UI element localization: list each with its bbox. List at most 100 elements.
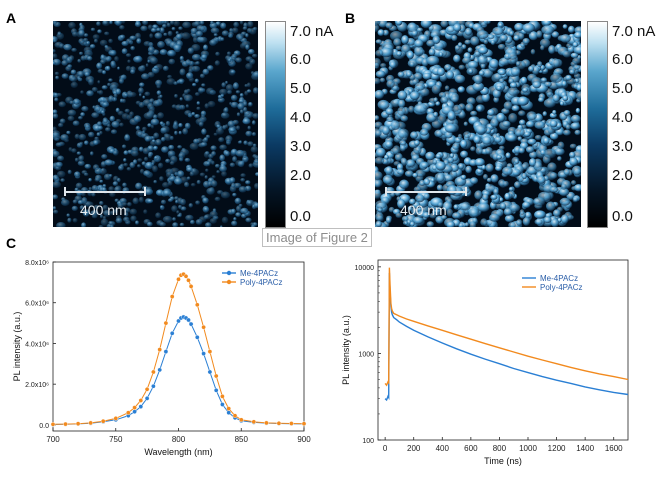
afm-grain bbox=[166, 171, 173, 179]
afm-grain bbox=[432, 35, 441, 44]
afm-grain bbox=[156, 27, 161, 32]
afm-grain bbox=[135, 182, 143, 190]
afm-grain bbox=[385, 216, 392, 224]
afm-grain bbox=[127, 202, 132, 207]
panel-d-legend-label: Me-4PACz bbox=[540, 274, 578, 283]
afm-grain bbox=[113, 93, 118, 99]
image-caption-tooltip: Image of Figure 2 bbox=[262, 228, 372, 247]
afm-grain bbox=[569, 151, 576, 158]
afm-grain bbox=[215, 128, 224, 135]
afm-grain bbox=[200, 114, 206, 119]
afm-grain bbox=[147, 71, 155, 78]
afm-grain bbox=[464, 27, 472, 36]
afm-grain bbox=[179, 222, 185, 227]
afm-grain bbox=[250, 224, 256, 227]
panel-d-plot-frame bbox=[377, 259, 629, 441]
afm-grain bbox=[550, 132, 559, 140]
panel-c-series-me-4pacz-point bbox=[132, 409, 137, 415]
afm-grain bbox=[115, 107, 120, 113]
panel-c-series-poly-4pacz-point bbox=[163, 320, 169, 326]
afm-grain bbox=[467, 47, 473, 53]
afm-grain bbox=[79, 24, 85, 31]
afm-grain bbox=[457, 42, 463, 48]
afm-grain bbox=[235, 90, 241, 94]
afm-grain bbox=[397, 90, 408, 101]
afm-grain bbox=[476, 105, 483, 112]
afm-grain bbox=[420, 128, 429, 136]
afm-grain bbox=[77, 160, 85, 166]
afm-grain bbox=[534, 134, 542, 141]
colorbar-b-tick-6: 0.0 bbox=[612, 208, 633, 225]
afm-grain bbox=[99, 39, 108, 47]
afm-grain bbox=[231, 53, 238, 59]
afm-grain bbox=[124, 93, 128, 97]
afm-grain bbox=[206, 187, 215, 195]
afm-grain bbox=[196, 106, 201, 111]
afm-grain bbox=[557, 141, 565, 150]
afm-grain bbox=[78, 133, 87, 141]
afm-grain bbox=[499, 34, 508, 42]
afm-grain bbox=[110, 129, 118, 135]
panel-c-y-tick-label: 4.0x10⁶ bbox=[25, 341, 49, 348]
afm-grain bbox=[253, 202, 258, 209]
afm-grain bbox=[406, 159, 416, 168]
panel-c-series-me-4pacz-point bbox=[163, 349, 169, 354]
afm-grain bbox=[490, 194, 498, 200]
panel-d-y-tick-label: 1000 bbox=[358, 351, 374, 358]
afm-grain bbox=[553, 209, 561, 217]
afm-grain bbox=[436, 67, 445, 76]
afm-grain bbox=[219, 154, 225, 162]
afm-grain bbox=[201, 54, 208, 60]
afm-grain bbox=[375, 200, 387, 209]
afm-grain bbox=[231, 182, 236, 188]
afm-grain bbox=[200, 141, 208, 147]
afm-grain bbox=[141, 73, 150, 80]
afm-grain bbox=[153, 180, 157, 184]
afm-grain bbox=[517, 136, 523, 142]
afm-grain bbox=[518, 32, 525, 40]
panel-c-series-poly-4pacz-point bbox=[238, 417, 244, 423]
afm-grain bbox=[527, 138, 537, 145]
afm-grain bbox=[576, 83, 581, 92]
panel-c-series-me-4pacz-point bbox=[207, 369, 213, 375]
afm-grain bbox=[121, 21, 126, 24]
afm-grain bbox=[55, 75, 59, 80]
afm-grain bbox=[209, 39, 217, 46]
afm-grain bbox=[221, 171, 227, 177]
afm-grain bbox=[186, 167, 194, 172]
afm-grain bbox=[386, 79, 395, 88]
panel-c-series-poly-4pacz-point bbox=[50, 421, 56, 427]
afm-grain bbox=[165, 158, 171, 164]
afm-grain bbox=[426, 55, 440, 66]
afm-grain bbox=[184, 157, 191, 163]
afm-grain bbox=[478, 46, 489, 55]
afm-grain bbox=[251, 53, 258, 58]
panel-c-series-poly-4pacz-point bbox=[151, 369, 156, 375]
afm-grain bbox=[96, 21, 101, 26]
afm-grain bbox=[216, 170, 220, 174]
afm-grain bbox=[124, 207, 131, 213]
afm-grain bbox=[435, 153, 442, 159]
afm-grain bbox=[465, 103, 474, 112]
afm-grain bbox=[53, 209, 59, 214]
afm-grain bbox=[119, 25, 125, 30]
afm-grain bbox=[553, 68, 564, 76]
afm-grain bbox=[229, 127, 236, 133]
afm-grain bbox=[550, 73, 563, 83]
afm-grain bbox=[534, 161, 543, 172]
afm-grain bbox=[494, 136, 502, 143]
panel-c-series-poly-4pacz-point bbox=[251, 419, 257, 425]
afm-grain bbox=[538, 97, 545, 103]
afm-grain bbox=[53, 130, 61, 137]
afm-grain bbox=[499, 78, 505, 83]
afm-grain bbox=[242, 106, 248, 113]
afm-grain bbox=[406, 71, 413, 78]
afm-grain bbox=[98, 90, 104, 95]
afm-grain bbox=[550, 58, 560, 68]
afm-grain bbox=[112, 150, 118, 155]
afm-grain bbox=[238, 203, 243, 208]
afm-grain bbox=[97, 125, 104, 130]
afm-grain bbox=[432, 159, 438, 165]
afm-grain bbox=[245, 63, 253, 70]
afm-grain bbox=[395, 21, 403, 26]
